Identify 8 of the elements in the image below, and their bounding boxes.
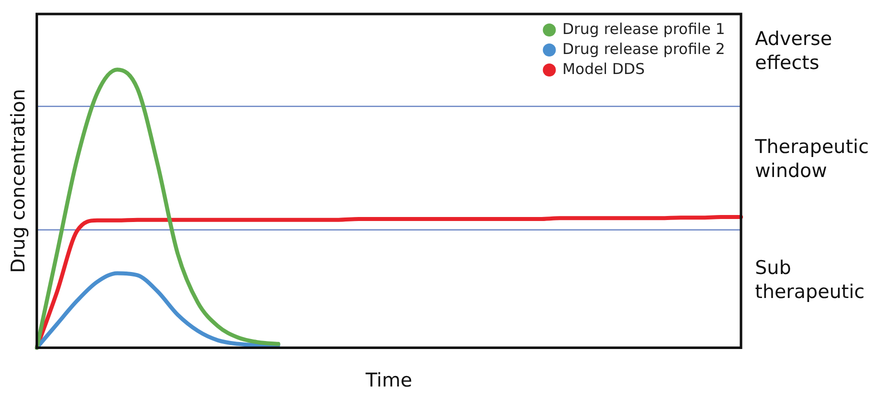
y-axis-title: Drug concentration xyxy=(7,88,30,273)
text: Adverse effects xyxy=(755,28,832,74)
legend-label: Model DDS xyxy=(562,60,645,78)
text: Sub therapeutic xyxy=(755,256,865,303)
x-axis-title: Time xyxy=(364,370,412,392)
legend-label: Drug release profile 1 xyxy=(562,20,725,38)
legend-label: Drug release profile 2 xyxy=(562,40,725,58)
text: Therapeutic window xyxy=(754,136,869,182)
